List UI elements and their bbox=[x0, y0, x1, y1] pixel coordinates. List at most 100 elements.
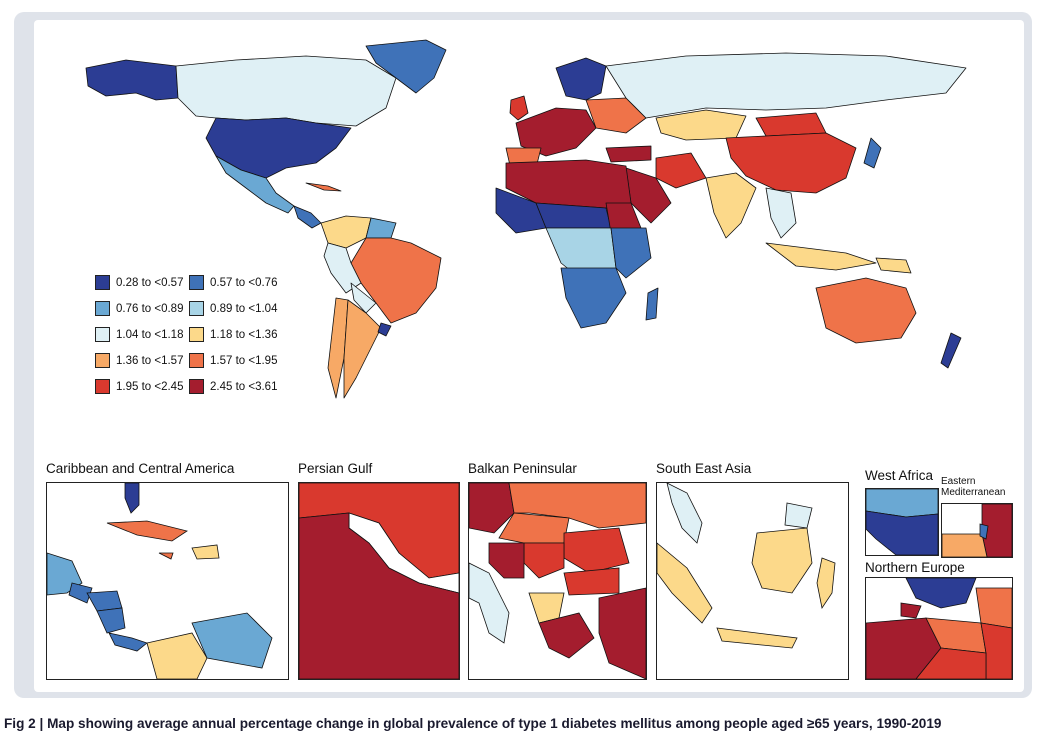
legend-item: 1.36 to <1.57 bbox=[95, 353, 183, 368]
legend-swatch bbox=[95, 379, 110, 394]
region-scandinavia bbox=[905, 578, 977, 609]
region-madagascar bbox=[645, 287, 659, 321]
legend-swatch bbox=[189, 379, 204, 394]
legend-item: 0.28 to <0.57 bbox=[95, 275, 183, 290]
legend-swatch bbox=[189, 275, 204, 290]
legend-label: 0.28 to <0.57 bbox=[116, 276, 184, 289]
legend-item: 0.57 to <0.76 bbox=[189, 275, 277, 290]
region-romania bbox=[563, 527, 630, 574]
legend-swatch bbox=[95, 301, 110, 316]
legend-swatch bbox=[189, 327, 204, 342]
region-uruguay bbox=[377, 322, 392, 337]
region-belarus bbox=[980, 622, 1012, 679]
region-jamaica bbox=[158, 552, 174, 560]
region-italy bbox=[469, 562, 510, 644]
region-senegal-mali bbox=[866, 510, 938, 555]
region-mexico bbox=[215, 155, 295, 214]
inset-map-eastern-mediterranean bbox=[941, 503, 1013, 558]
region-honduras bbox=[86, 590, 123, 612]
region-turkey bbox=[598, 587, 646, 679]
legend-label: 1.57 to <1.95 bbox=[210, 354, 278, 367]
inset-title-south-east-asia: South East Asia bbox=[656, 461, 752, 476]
region-canada bbox=[175, 55, 397, 127]
region-southern-africa bbox=[560, 267, 627, 329]
region-argentina bbox=[343, 299, 382, 399]
legend-item: 0.89 to <1.04 bbox=[189, 301, 277, 316]
legend-item: 1.57 to <1.95 bbox=[189, 353, 277, 368]
region-guianas bbox=[365, 217, 397, 239]
region-new-zealand bbox=[940, 332, 962, 369]
region-guatemala bbox=[68, 582, 93, 604]
inset-map-balkan bbox=[468, 482, 647, 680]
region-croatia-bosnia bbox=[488, 542, 525, 579]
region-hispaniola bbox=[191, 544, 220, 560]
region-sulawesi bbox=[816, 557, 836, 610]
region-lebanon bbox=[979, 523, 989, 540]
legend-label: 1.18 to <1.36 bbox=[210, 328, 278, 341]
region-eastern-europe bbox=[585, 97, 647, 134]
inset-title-northern-europe: Northern Europe bbox=[865, 560, 965, 575]
inset-title-caribbean: Caribbean and Central America bbox=[46, 461, 235, 476]
legend-item: 1.18 to <1.36 bbox=[189, 327, 277, 342]
region-indochina bbox=[765, 187, 797, 239]
region-czech-austria bbox=[915, 647, 987, 679]
region-arabia bbox=[299, 512, 459, 679]
region-bulgaria bbox=[563, 567, 620, 596]
region-denmark bbox=[900, 602, 922, 619]
world-map bbox=[85, 39, 967, 399]
inset-map-caribbean bbox=[46, 482, 289, 680]
region-egypt bbox=[942, 533, 988, 557]
inset-title-balkan: Balkan Peninsular bbox=[468, 461, 577, 476]
region-sumatra bbox=[657, 542, 713, 624]
legend-label: 2.45 to <3.61 bbox=[210, 380, 278, 393]
region-nicaragua bbox=[96, 607, 126, 634]
region-baltics bbox=[975, 587, 1012, 629]
inset-map-northern-europe bbox=[865, 577, 1013, 680]
legend-swatch bbox=[95, 327, 110, 342]
region-iran bbox=[655, 152, 707, 189]
region-indonesia bbox=[765, 242, 877, 271]
legend-item: 1.04 to <1.18 bbox=[95, 327, 183, 342]
region-mongolia bbox=[755, 112, 827, 137]
inset-map-west-africa bbox=[865, 488, 939, 556]
legend-label: 1.36 to <1.57 bbox=[116, 354, 184, 367]
region-central-america bbox=[293, 205, 322, 229]
legend-label: 1.95 to <2.45 bbox=[116, 380, 184, 393]
region-png bbox=[875, 257, 912, 274]
region-east-africa bbox=[610, 227, 652, 279]
inset-map-south-east-asia bbox=[656, 482, 849, 680]
legend-swatch bbox=[95, 353, 110, 368]
inset-title-west-africa: West Africa bbox=[865, 468, 934, 483]
legend-label: 0.76 to <0.89 bbox=[116, 302, 184, 315]
region-west-africa bbox=[495, 187, 547, 234]
region-cuba bbox=[106, 520, 188, 542]
region-borneo-north bbox=[784, 502, 813, 529]
region-java bbox=[716, 627, 798, 649]
legend-swatch bbox=[189, 353, 204, 368]
inset-map-persian-gulf bbox=[298, 482, 460, 680]
region-colombia bbox=[146, 632, 208, 679]
region-florida bbox=[124, 483, 140, 514]
region-thailand-malaysia bbox=[666, 483, 703, 544]
region-central-europe bbox=[469, 483, 515, 534]
region-borneo bbox=[751, 527, 813, 594]
region-turkey bbox=[605, 145, 652, 163]
legend-label: 0.57 to <0.76 bbox=[210, 276, 278, 289]
legend-label: 0.89 to <1.04 bbox=[210, 302, 278, 315]
region-australia bbox=[815, 277, 917, 344]
region-uk bbox=[509, 95, 529, 121]
region-venezuela bbox=[191, 612, 273, 669]
region-scandinavia bbox=[555, 57, 607, 101]
region-india bbox=[705, 172, 757, 239]
legend-swatch bbox=[189, 301, 204, 316]
region-japan bbox=[863, 137, 882, 169]
region-greenland bbox=[365, 39, 447, 94]
legend-label: 1.04 to <1.18 bbox=[116, 328, 184, 341]
region-chile bbox=[327, 297, 349, 399]
inset-title-eastern-mediterranean-line2: Mediterranean bbox=[941, 487, 1006, 498]
region-russia bbox=[605, 52, 967, 119]
inset-title-eastern-mediterranean-line1: Eastern bbox=[941, 476, 976, 487]
region-cuba bbox=[305, 182, 342, 192]
legend-item: 1.95 to <2.45 bbox=[95, 379, 183, 394]
inset-title-persian-gulf: Persian Gulf bbox=[298, 461, 373, 476]
